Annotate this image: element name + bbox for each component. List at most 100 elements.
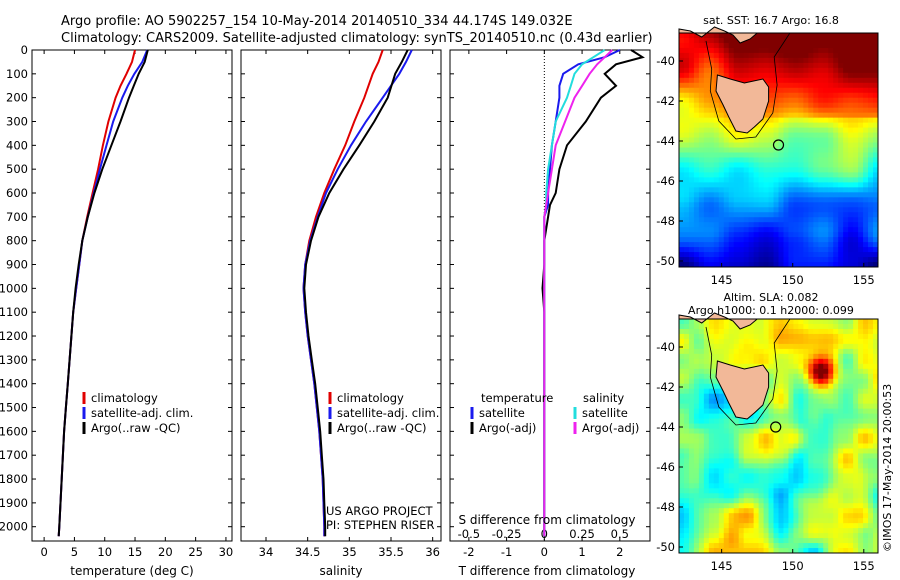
map-cell [693, 142, 700, 149]
map-cell [748, 428, 755, 435]
map-cell [843, 67, 849, 74]
map-cell [863, 212, 869, 218]
depth-axis: 0100200300400500600700800900100011001200… [0, 43, 28, 534]
map-cell [713, 257, 720, 263]
map-cell [863, 177, 869, 183]
map-cell [753, 227, 760, 233]
map-cell [693, 252, 700, 258]
map-cell [698, 182, 705, 188]
map-cell [693, 207, 700, 213]
map-cell [743, 523, 750, 529]
map-cell [773, 117, 780, 124]
map-cell [783, 418, 790, 425]
map-cell [748, 478, 755, 484]
map-cell [858, 523, 864, 529]
legend-header-temperature: temperature [481, 391, 553, 405]
map-cell [758, 443, 765, 450]
map-cell [753, 319, 760, 325]
map-cell [693, 162, 700, 169]
map-cell [798, 319, 804, 325]
map-cell [783, 443, 790, 450]
map-cell [738, 197, 745, 203]
map-cell [783, 77, 790, 84]
map-cell [773, 127, 780, 134]
map-cell [683, 97, 690, 104]
map-cell [748, 232, 755, 238]
map-cell [733, 418, 740, 425]
map-cell [843, 162, 849, 169]
map-cell [698, 62, 705, 69]
map-cell [738, 448, 745, 455]
map-cell [868, 97, 874, 104]
map-cell [833, 137, 839, 144]
map-cell [679, 117, 685, 124]
map-cell [778, 373, 785, 380]
map-cell [733, 52, 740, 59]
map-cell [758, 162, 765, 169]
map-cell [838, 363, 844, 370]
map-cell [688, 408, 695, 415]
map-cell [703, 413, 710, 420]
map-cell [688, 498, 695, 504]
map-cell [833, 257, 839, 263]
map-cell [833, 428, 839, 435]
map-cell [868, 182, 874, 188]
map-cell [833, 57, 839, 64]
map-cell [848, 353, 854, 360]
map-cell [803, 473, 809, 479]
map-cell [733, 147, 740, 154]
map-cell [768, 418, 775, 425]
map-cell [683, 453, 690, 460]
map-cell [828, 232, 834, 238]
map-cell [728, 47, 735, 54]
map-cell [753, 413, 760, 420]
map-cell [679, 127, 685, 134]
map-cell [778, 393, 785, 400]
map-cell [848, 383, 854, 390]
map-cell [808, 463, 814, 469]
map-cell [868, 177, 874, 183]
map-cell [863, 157, 869, 164]
map-cell [868, 62, 874, 69]
map-cell [853, 262, 859, 267]
map-cell [708, 538, 715, 544]
map-cell [778, 353, 785, 360]
map-cell [723, 62, 730, 69]
map-cell [683, 458, 690, 464]
map-cell [679, 388, 685, 395]
map-cell [768, 167, 775, 174]
map-cell [713, 157, 720, 164]
map-cell [793, 132, 799, 139]
map-cell [838, 368, 844, 375]
map-cell [798, 353, 804, 360]
map-cell [693, 488, 700, 494]
map-cell [838, 82, 844, 89]
map-cell [688, 368, 695, 375]
map-cell [873, 87, 878, 94]
map-cell [703, 358, 710, 365]
map-cell [778, 388, 785, 395]
map-cell [833, 463, 839, 469]
map-cell [768, 127, 775, 134]
map-cell [853, 247, 859, 253]
map-cell [818, 503, 824, 509]
map-cell [823, 363, 829, 370]
map-cell [858, 107, 864, 114]
map-cell [763, 157, 770, 164]
map-cell [803, 328, 809, 335]
map-cell [733, 222, 740, 228]
map-cell [793, 57, 799, 64]
map-cell [868, 197, 874, 203]
map-cell [693, 438, 700, 445]
map-cell [738, 207, 745, 213]
map-cell [763, 137, 770, 144]
map-cell [708, 543, 715, 549]
series-line-magenta [543, 49, 613, 537]
map-cell [698, 217, 705, 223]
map-cell [798, 87, 804, 94]
map-cell [733, 212, 740, 218]
map-cell [703, 77, 710, 84]
map-cell [698, 262, 705, 267]
map-cell [873, 343, 878, 350]
map-cell [753, 42, 760, 49]
